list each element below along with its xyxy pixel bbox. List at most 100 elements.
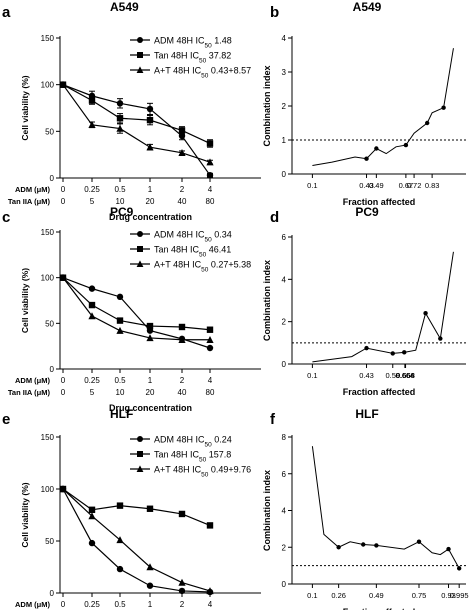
x-tick-label: 0.5 [114, 185, 126, 194]
data-point [116, 100, 124, 107]
y-tick-label: 150 [41, 433, 55, 442]
y-tick-label: 50 [45, 537, 54, 546]
x-axis-label: Fraction affected [343, 607, 416, 610]
x-tick-label-tan: 0 [61, 197, 66, 206]
panel-d: d PC9 0 2 4 6 Combination index 0.1 0.43 0.590.66… [262, 205, 466, 397]
y-tick-label: 50 [45, 319, 54, 328]
data-point [116, 293, 124, 301]
chart-title: PC9 [355, 205, 379, 219]
series-line [62, 277, 211, 349]
data-point [178, 587, 186, 595]
row-label: Tan IIA (μM) [8, 197, 51, 206]
data-point [116, 326, 124, 334]
data-point [88, 506, 96, 513]
legend-marker [136, 260, 144, 267]
y-tick-label: 0 [50, 365, 55, 374]
data-point [178, 578, 186, 586]
y-tick-label: 150 [41, 228, 55, 237]
x-tick-label: 0.93 [441, 591, 456, 600]
y-tick-label: 4 [282, 275, 287, 284]
chart-title: HLF [355, 407, 378, 421]
ci-point [364, 156, 369, 161]
x-tick-label-tan: 20 [146, 388, 155, 397]
data-point [206, 522, 214, 529]
data-point [178, 335, 186, 343]
y-tick-label: 2 [282, 318, 287, 327]
x-tick-label-tan: 80 [206, 197, 215, 206]
data-point [146, 582, 154, 589]
series-line [62, 84, 211, 145]
panel-letter: f [270, 411, 276, 428]
ci-line [311, 446, 460, 569]
x-tick-label-tan: 0 [61, 388, 66, 397]
ci-point [374, 146, 379, 151]
legend-subscript: 50 [205, 236, 213, 243]
legend-marker [137, 52, 143, 58]
series-line [62, 84, 211, 163]
legend-ic50-value: 0.43+8.57 [208, 66, 251, 76]
ci-point [390, 351, 395, 356]
legend-subscript: 50 [199, 456, 207, 463]
legend-ic50-value: 46.41 [206, 245, 231, 255]
x-tick-label: 0.668 [396, 371, 415, 380]
data-point [116, 115, 124, 122]
series-line [62, 84, 211, 176]
x-tick-label: 0.1 [307, 591, 317, 600]
legend-ic50-value: 1.48 [212, 36, 232, 46]
legend-label: ADM 48H IC50 1.48 [154, 36, 232, 50]
legend-label: Tan 48H IC50 46.41 [154, 245, 231, 259]
y-tick-label: 100 [41, 485, 55, 494]
data-point [146, 563, 154, 571]
x-tick-label: 0.666 [396, 371, 415, 380]
x-tick-label: 0.83 [425, 181, 440, 190]
data-point [206, 344, 214, 352]
ci-line [312, 48, 454, 166]
data-point [116, 536, 124, 544]
legend-label: ADM 48H IC50 0.34 [154, 230, 232, 244]
y-tick-label: 8 [282, 433, 287, 442]
y-tick-label: 0 [282, 360, 287, 369]
x-tick-label-tan: 40 [178, 197, 187, 206]
x-tick-label: 0.664 [396, 371, 415, 380]
x-tick-label: 0 [61, 600, 66, 609]
y-tick-label: 0 [282, 580, 287, 589]
x-tick-label: 0.67 [399, 181, 414, 190]
data-point [178, 510, 186, 518]
data-point [146, 143, 154, 151]
data-point [206, 140, 214, 147]
legend-subscript: 50 [205, 441, 213, 448]
x-tick-label: 0 [61, 185, 66, 194]
data-point [88, 301, 96, 309]
ci-point [361, 542, 366, 547]
x-axis-label: Fraction affected [343, 387, 416, 397]
x-tick-label: 0.72 [407, 181, 422, 190]
y-tick-label: 0 [50, 589, 55, 598]
x-tick-label-tan: 40 [178, 388, 187, 397]
data-point [206, 335, 214, 343]
legend-marker [137, 37, 143, 43]
y-axis-label: Cell viability (%) [20, 482, 30, 547]
legend-label: Tan 48H IC50 37.82 [154, 51, 231, 65]
x-tick-label: 0.25 [84, 376, 100, 385]
y-axis-label: Combination index [262, 66, 272, 147]
chart-title: HLF [110, 407, 133, 421]
y-tick-label: 50 [45, 127, 54, 136]
legend-subscript: 50 [201, 72, 209, 79]
row-label: ADM (μM) [15, 600, 50, 609]
x-tick-label: 0.25 [84, 185, 100, 194]
legend-ic50-value: 37.82 [206, 51, 231, 61]
x-tick-label-tan: 10 [116, 197, 125, 206]
legend-ic50-value: 0.24 [212, 435, 232, 445]
x-axis-label: Drug concentration [109, 212, 192, 222]
ci-point [336, 545, 341, 550]
data-point [146, 322, 154, 330]
legend-marker [137, 231, 143, 237]
data-point [88, 121, 96, 128]
y-tick-label: 6 [282, 470, 287, 479]
data-point [116, 502, 124, 509]
data-point [59, 80, 67, 88]
x-tick-label: 2 [180, 185, 185, 194]
x-tick-label: 1 [148, 600, 153, 609]
legend-ic50-value: 0.34 [212, 230, 232, 240]
